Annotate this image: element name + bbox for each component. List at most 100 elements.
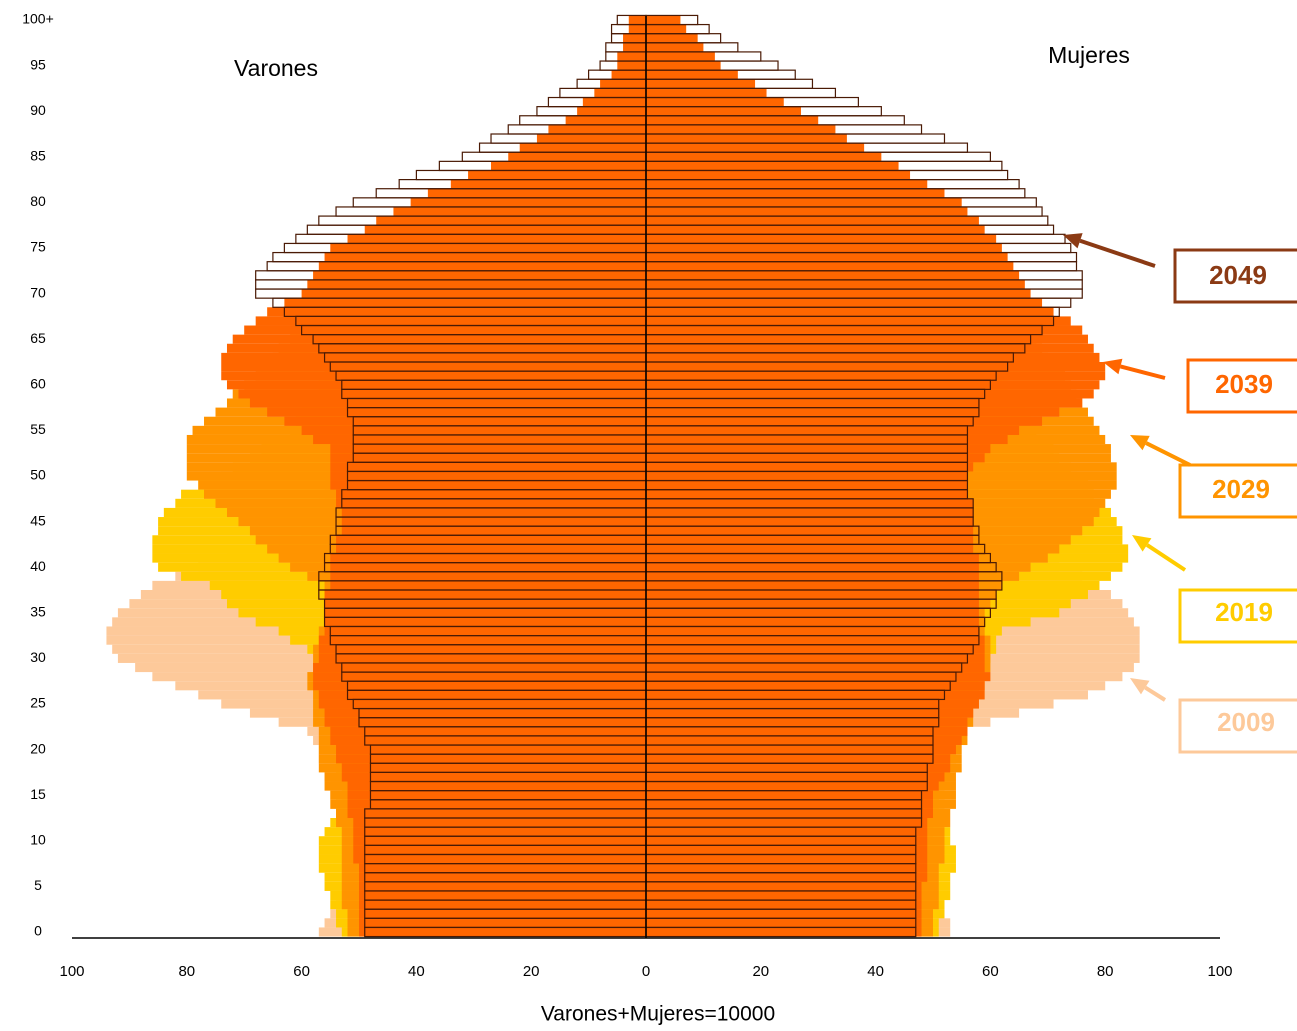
bar-male <box>249 398 646 408</box>
x-tick-label: 0 <box>642 963 650 980</box>
bar-male <box>347 808 646 818</box>
bar-male <box>313 270 646 280</box>
y-tick-label: 50 <box>30 467 46 483</box>
bar-male <box>577 106 646 116</box>
bar-female <box>646 845 928 855</box>
bar-male <box>313 672 646 682</box>
right-label: Mujeres <box>1048 42 1130 68</box>
bar-male <box>330 462 646 472</box>
bar-female <box>646 343 1094 353</box>
bar-male <box>313 662 646 673</box>
x-tick-label: 20 <box>752 963 769 980</box>
bar-female <box>646 79 756 89</box>
bar-male <box>359 918 646 928</box>
x-tick-label: 60 <box>982 963 999 980</box>
bar-female <box>646 480 968 490</box>
bar-male <box>548 124 646 134</box>
x-tick-label: 100 <box>59 963 84 980</box>
legend-label: 2019 <box>1215 597 1273 627</box>
bar-female <box>646 243 1002 253</box>
bar-female <box>646 307 1054 317</box>
y-tick-label: 15 <box>30 786 46 802</box>
bar-male <box>318 644 646 654</box>
bar-female <box>646 599 979 609</box>
bar-male <box>336 544 646 554</box>
bar-female <box>646 416 1043 426</box>
bar-male <box>359 881 646 891</box>
bar-female <box>646 818 928 828</box>
y-tick-label: 35 <box>30 604 46 620</box>
x-tick-label: 20 <box>523 963 540 980</box>
bar-female <box>646 134 847 144</box>
bar-male <box>318 261 646 271</box>
bar-male <box>330 444 646 454</box>
bar-male <box>238 389 646 399</box>
bar-male <box>468 170 646 180</box>
bar-male <box>341 526 646 536</box>
bar-male <box>364 225 646 235</box>
legend-label: 2029 <box>1212 474 1270 504</box>
bar-male <box>617 61 646 71</box>
bar-male <box>341 517 646 527</box>
y-tick-label: 65 <box>30 330 46 346</box>
bar-female <box>646 927 922 937</box>
bar-female <box>646 754 951 764</box>
bar-female <box>646 298 1043 308</box>
bar-female <box>646 690 985 700</box>
bar-female <box>646 434 1008 445</box>
bar-female <box>646 15 681 25</box>
bar-female <box>646 872 928 882</box>
bar-female <box>646 97 784 107</box>
bar-female <box>646 88 767 98</box>
bar-male <box>324 717 646 727</box>
bar-male <box>324 608 646 618</box>
bar-female <box>646 398 1083 408</box>
bar-female <box>646 334 1088 344</box>
bar-male <box>617 51 646 62</box>
bar-male <box>353 818 646 828</box>
bar-male <box>628 15 646 25</box>
bar-male <box>330 553 646 563</box>
bar-male <box>353 836 646 846</box>
bar-male <box>359 909 646 919</box>
bar-female <box>646 70 738 80</box>
bar-male <box>267 307 646 317</box>
y-tick-label: 90 <box>30 102 46 118</box>
bar-male <box>318 653 646 663</box>
bar-male <box>307 279 646 290</box>
bar-male <box>347 790 646 800</box>
bar-male <box>318 635 646 645</box>
bar-female <box>646 918 922 928</box>
bar-female <box>646 471 968 481</box>
bar-female <box>646 425 1020 435</box>
bar-female <box>646 61 721 71</box>
bar-female <box>646 197 962 207</box>
bar-male <box>376 216 646 226</box>
bar-female <box>646 890 922 901</box>
bar-female <box>646 708 974 718</box>
bar-male <box>330 562 646 572</box>
bar-female <box>646 188 945 198</box>
bar-female <box>646 653 985 663</box>
x-tick-label: 100 <box>1207 963 1232 980</box>
bar-male <box>519 143 646 153</box>
bar-female <box>646 726 968 736</box>
bar-male <box>301 425 646 435</box>
bar-female <box>646 571 979 581</box>
bar-female <box>646 699 979 709</box>
bar-male <box>301 289 646 299</box>
bar-female <box>646 507 974 518</box>
bar-female <box>646 24 687 34</box>
bar-male <box>347 234 646 244</box>
bar-female <box>646 790 933 800</box>
bar-male <box>336 745 646 755</box>
bar-female <box>646 325 1083 335</box>
y-tick-label: 20 <box>30 740 46 756</box>
bar-male <box>594 88 646 98</box>
bar-male <box>313 681 646 691</box>
bar-male <box>324 626 646 636</box>
y-tick-label: 45 <box>30 512 46 528</box>
bar-female <box>646 808 933 818</box>
legend-arrowhead <box>1130 435 1150 451</box>
